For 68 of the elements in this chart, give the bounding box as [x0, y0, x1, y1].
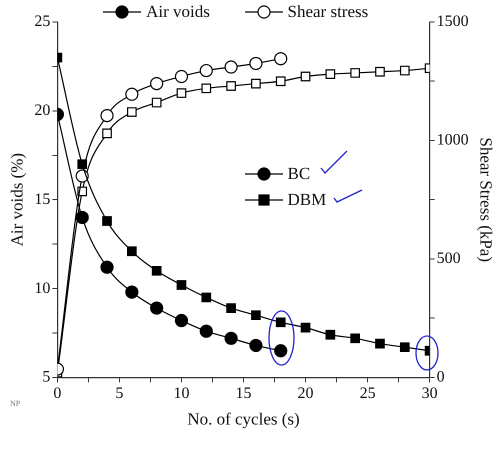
x-tick-label: 0 [53, 385, 62, 402]
point [176, 280, 186, 290]
y2-tick-label: 1500 [436, 13, 469, 30]
point [276, 76, 286, 86]
point [201, 292, 212, 302]
point [125, 88, 138, 101]
point [150, 301, 164, 315]
point [125, 286, 138, 299]
point [152, 266, 162, 276]
y2-tick-label: 0 [436, 368, 445, 386]
point [326, 330, 336, 340]
point [249, 338, 263, 352]
legend-label: DBM [288, 190, 326, 210]
point [127, 107, 137, 117]
y-tick-label: 20 [34, 102, 50, 120]
x-tick-label: 15 [236, 385, 252, 402]
point [224, 60, 238, 74]
point [300, 72, 310, 82]
point [100, 260, 114, 274]
point [224, 332, 238, 345]
x-tick-label: 25 [360, 385, 376, 402]
point [274, 344, 288, 358]
text: Air voids [146, 2, 210, 22]
point [276, 317, 286, 328]
point [152, 98, 162, 108]
point [400, 66, 410, 76]
point [326, 69, 336, 79]
y2-tick-label: 1000 [436, 132, 469, 149]
point [176, 88, 186, 98]
point [350, 333, 360, 344]
point [226, 303, 236, 313]
x-axis-title: No. of cycles (s) [187, 409, 300, 428]
point [100, 108, 114, 122]
point [77, 159, 88, 170]
text: Shear stress [288, 2, 368, 22]
x-tick-label: 5 [115, 385, 124, 402]
y2-tick-label: 500 [436, 250, 461, 268]
y-tick-label: 15 [34, 190, 50, 208]
point [249, 56, 263, 70]
x-tick-label: 20 [298, 385, 314, 402]
point [174, 70, 188, 84]
point [375, 338, 385, 348]
point [400, 342, 410, 352]
point [174, 314, 188, 328]
point [350, 68, 360, 78]
point [274, 52, 288, 66]
point [200, 324, 213, 338]
legend-label: BC [288, 164, 310, 184]
point [251, 78, 261, 88]
point [375, 66, 385, 77]
x-tick-label: 10 [173, 385, 190, 402]
y-tick-label: 5 [42, 368, 50, 386]
point [300, 322, 310, 332]
y2-axis-title: Shear Stress (kPa) [476, 137, 496, 262]
y-tick-label: 10 [34, 280, 50, 297]
point [76, 210, 89, 224]
point [201, 84, 212, 94]
y-axis-title: Air voids (%) [8, 152, 27, 246]
point [102, 128, 112, 138]
point [102, 216, 112, 226]
point [226, 81, 236, 91]
point [127, 246, 137, 256]
point [251, 310, 261, 320]
point [150, 77, 164, 90]
x-tick-label: 30 [422, 385, 438, 402]
text: NP [10, 399, 20, 408]
y-tick-label: 25 [34, 13, 50, 30]
point [200, 64, 213, 78]
